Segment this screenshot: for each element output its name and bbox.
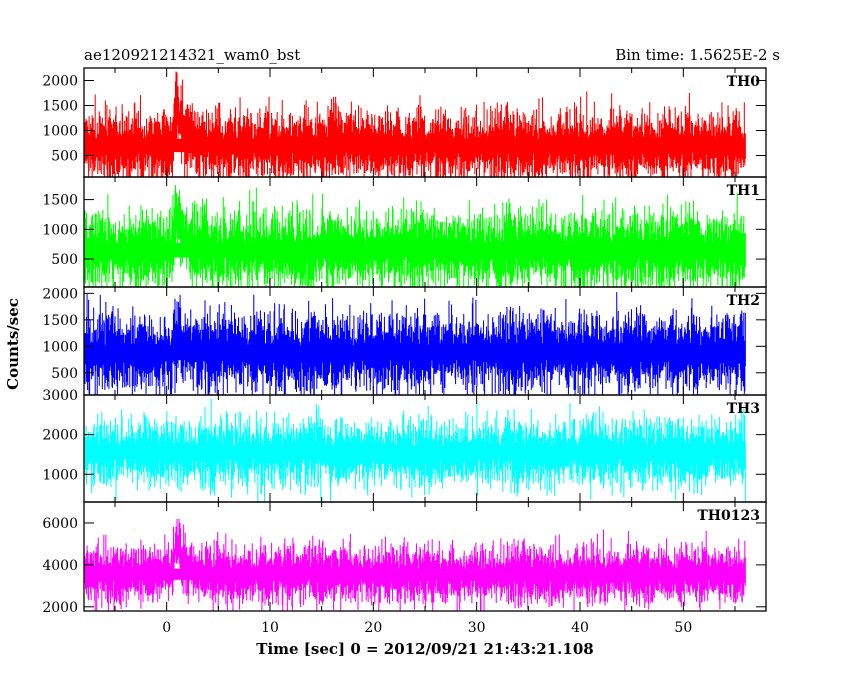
- y-axis-label: Counts/sec: [4, 298, 22, 390]
- series-th0123-trace: [84, 518, 746, 611]
- y-tick-label: 1000: [42, 124, 78, 140]
- x-tick-label: 40: [571, 620, 589, 636]
- series-th0-trace: [84, 71, 746, 177]
- series-th1-trace: [84, 185, 746, 287]
- series-th3-trace: [84, 398, 746, 502]
- series-th2-band: [85, 345, 746, 361]
- y-tick-label: 4000: [42, 558, 78, 574]
- x-axis-label: Time [sec] 0 = 2012/09/21 21:43:21.108: [256, 640, 593, 658]
- y-tick-label: 3000: [42, 388, 78, 404]
- y-tick-label: 1000: [42, 222, 78, 238]
- panel-label-th0123: TH0123: [697, 508, 760, 524]
- panel-label-th1: TH1: [727, 183, 760, 199]
- bin-time-label: Bin time: 1.5625E-2 s: [615, 46, 780, 64]
- y-tick-label: 6000: [42, 516, 78, 532]
- x-tick-label: 30: [468, 620, 486, 636]
- series-th0123-band: [85, 568, 746, 580]
- series-th1-band: [85, 242, 746, 258]
- x-tick-label: 0: [162, 620, 171, 636]
- series-th0-line: [84, 71, 746, 177]
- y-tick-label: 500: [51, 366, 78, 382]
- y-tick-label: 1500: [42, 99, 78, 115]
- y-tick-label: 1000: [42, 467, 78, 483]
- x-tick-label: 20: [364, 620, 382, 636]
- y-tick-label: 500: [51, 252, 78, 268]
- panel-label-th0: TH0: [727, 74, 761, 90]
- panel-label-th2: TH2: [727, 293, 760, 309]
- y-tick-label: 2000: [42, 600, 78, 616]
- y-tick-label: 1500: [42, 313, 78, 329]
- y-tick-label: 500: [51, 149, 78, 165]
- x-tick-label: 10: [261, 620, 279, 636]
- y-tick-label: 1000: [42, 339, 78, 355]
- series-th0-band: [85, 138, 746, 153]
- series-th2-trace: [84, 292, 746, 395]
- panel-label-th3: TH3: [727, 401, 760, 417]
- x-tick-label: 50: [674, 620, 692, 636]
- y-tick-label: 1500: [42, 193, 78, 209]
- y-tick-label: 2000: [42, 74, 78, 90]
- y-tick-label: 2000: [42, 286, 78, 302]
- y-tick-label: 2000: [42, 428, 78, 444]
- series-th3-band: [85, 446, 746, 459]
- chart-title: ae120921214321_wam0_bst: [84, 46, 300, 64]
